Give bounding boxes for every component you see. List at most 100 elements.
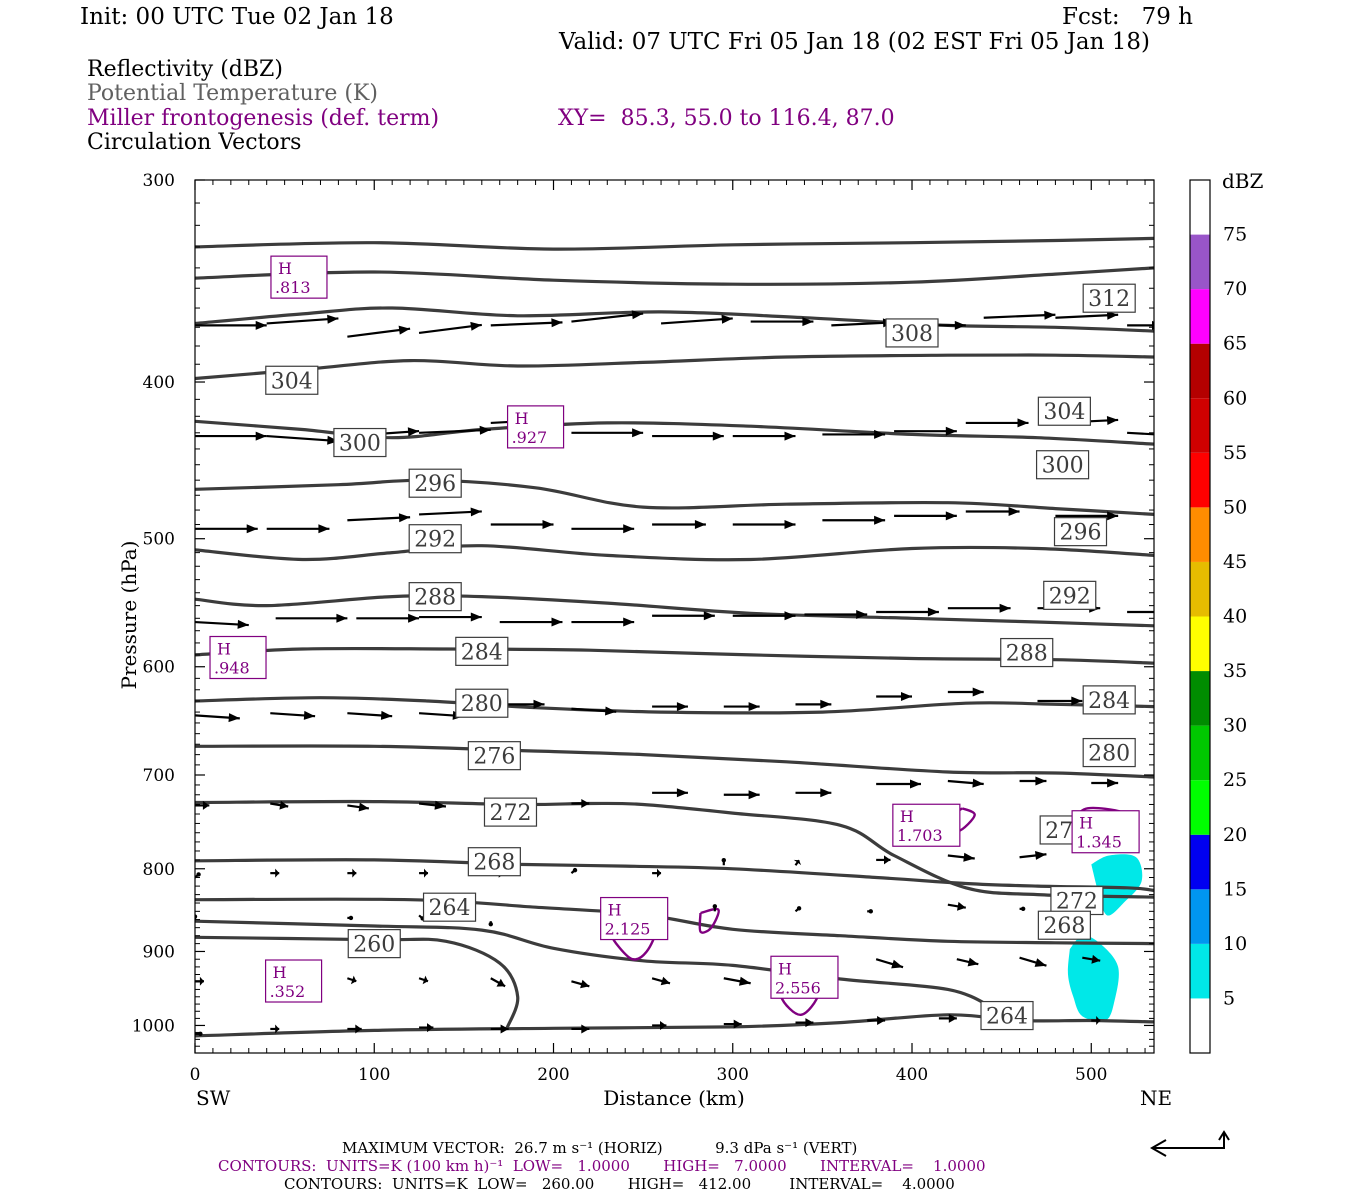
theta-label-text: 296 xyxy=(1060,521,1102,546)
vector-head xyxy=(303,710,316,720)
vector-head xyxy=(1170,608,1181,617)
circulation-vector xyxy=(867,909,873,914)
circulation-vector xyxy=(947,778,984,788)
colorbar-segment xyxy=(1190,998,1210,1053)
vector-head xyxy=(358,802,369,812)
theta-label-text: 272 xyxy=(1056,890,1098,915)
theta-label-box xyxy=(467,847,521,877)
frontogenesis-max-box xyxy=(270,255,328,299)
vector-head xyxy=(327,314,339,324)
theta-label-text: 284 xyxy=(461,640,503,665)
vector-head xyxy=(1035,851,1047,860)
theta-label-box xyxy=(1082,283,1136,313)
colorbar-segment xyxy=(1190,561,1210,617)
contours-theta-note: CONTOURS: UNITS=K LOW= 260.00 HIGH= 412.… xyxy=(284,1175,955,1193)
circulation-vector xyxy=(723,976,751,986)
circulation-vector xyxy=(1127,431,1154,436)
circulation-vector xyxy=(419,507,482,517)
circulation-vector xyxy=(947,687,984,697)
vector-head xyxy=(874,515,886,525)
theta-label-text: 292 xyxy=(1049,584,1091,609)
circulation-vector xyxy=(571,310,644,323)
theta-label-text: 312 xyxy=(1088,287,1130,312)
colorbar-tick-label: 20 xyxy=(1223,824,1247,846)
frontogenesis-max-box xyxy=(892,803,961,847)
vector-head xyxy=(275,1024,280,1034)
theta-label: 308 xyxy=(885,318,939,348)
frontogenesis-max-box xyxy=(209,635,267,680)
vector-head xyxy=(957,901,966,911)
theta-label-box xyxy=(408,524,462,554)
theta-label-box xyxy=(467,741,521,771)
vector-head xyxy=(703,611,715,621)
theta-label-box xyxy=(1082,737,1136,768)
circulation-vector xyxy=(347,915,354,921)
circulation-vector xyxy=(793,859,802,866)
frontogenesis-max: H.352 xyxy=(264,959,323,1003)
vector-head xyxy=(199,976,204,986)
theta-label: 288 xyxy=(408,582,462,612)
circulation-vector xyxy=(875,958,904,969)
y-axis-label: Pressure (hPa) xyxy=(117,541,141,690)
circulation-vector xyxy=(1091,778,1119,788)
vector-head xyxy=(856,610,868,619)
vector-head xyxy=(877,1016,886,1025)
vector-head xyxy=(901,692,912,701)
theta-label-text: 280 xyxy=(461,692,503,717)
colorbar: 5 10 15 20 25 30 35 40 45 50 55 60 65 70 75 xyxy=(1189,179,1247,1054)
reflectivity-area xyxy=(1067,935,1119,1022)
theta-label-text: 296 xyxy=(414,472,456,497)
circulation-vector xyxy=(490,520,554,529)
vector-head xyxy=(948,1013,957,1023)
vector-head xyxy=(712,431,724,441)
theta-label-box xyxy=(1000,637,1054,668)
circulation-vector xyxy=(652,520,706,529)
circulation-vector xyxy=(195,800,210,810)
circulation-vector xyxy=(347,710,393,720)
frontogenesis-max-label: H xyxy=(217,640,231,659)
x-tick-label: 400 xyxy=(896,1065,928,1085)
colorbar-frame xyxy=(1189,179,1211,1054)
vector-head xyxy=(868,909,873,914)
circulation-vector xyxy=(195,320,267,330)
contours-fronto-note: CONTOURS: UNITS=K (100 km h)⁻¹ LOW= 1.00… xyxy=(218,1157,986,1175)
theta-contour-312 xyxy=(195,236,1154,251)
vector-head xyxy=(408,613,420,623)
vector-head xyxy=(580,979,590,989)
theta-label-box xyxy=(265,365,319,395)
theta-contour-296 xyxy=(195,478,1154,516)
frontogenesis-max-label: H xyxy=(900,807,914,826)
vector-head xyxy=(712,904,718,909)
vector-head xyxy=(427,1023,434,1033)
theta-label-text: 288 xyxy=(414,586,456,611)
vector-shaft xyxy=(419,428,491,434)
circulation-vector xyxy=(822,429,886,439)
vector-head xyxy=(676,788,688,798)
colorbar-segment xyxy=(1190,452,1210,508)
circulation-vector xyxy=(488,921,493,927)
theta-label: 280 xyxy=(1082,737,1136,768)
vector-shaft xyxy=(490,321,563,327)
vector-head xyxy=(533,699,545,709)
theta-label-text: 268 xyxy=(473,851,515,876)
circulation-vector xyxy=(419,612,482,622)
vector-head xyxy=(572,867,578,873)
circulation-vector xyxy=(195,976,204,986)
vector-head xyxy=(784,431,796,441)
circulation-vector xyxy=(651,976,671,986)
theta-label-box xyxy=(455,636,509,666)
circulation-vector xyxy=(570,867,578,874)
vector-head xyxy=(422,975,428,985)
circulation-vector xyxy=(867,1016,886,1025)
circulation-vector xyxy=(347,975,357,985)
theta-label-box xyxy=(1082,685,1136,715)
vector-head xyxy=(721,858,726,863)
vector-head xyxy=(605,706,617,716)
theta-contour-280 xyxy=(195,696,1154,715)
vector-shaft xyxy=(983,313,1056,319)
theta-contour-272 xyxy=(195,799,1154,899)
frontogenesis-maxima: H.813H.927H.948H1.703H1.345H2.125H.352H2… xyxy=(209,255,1140,1003)
circulation-vector xyxy=(876,855,891,865)
theta-label-text: 264 xyxy=(986,1005,1028,1030)
y-tick-label: 800 xyxy=(143,860,175,880)
